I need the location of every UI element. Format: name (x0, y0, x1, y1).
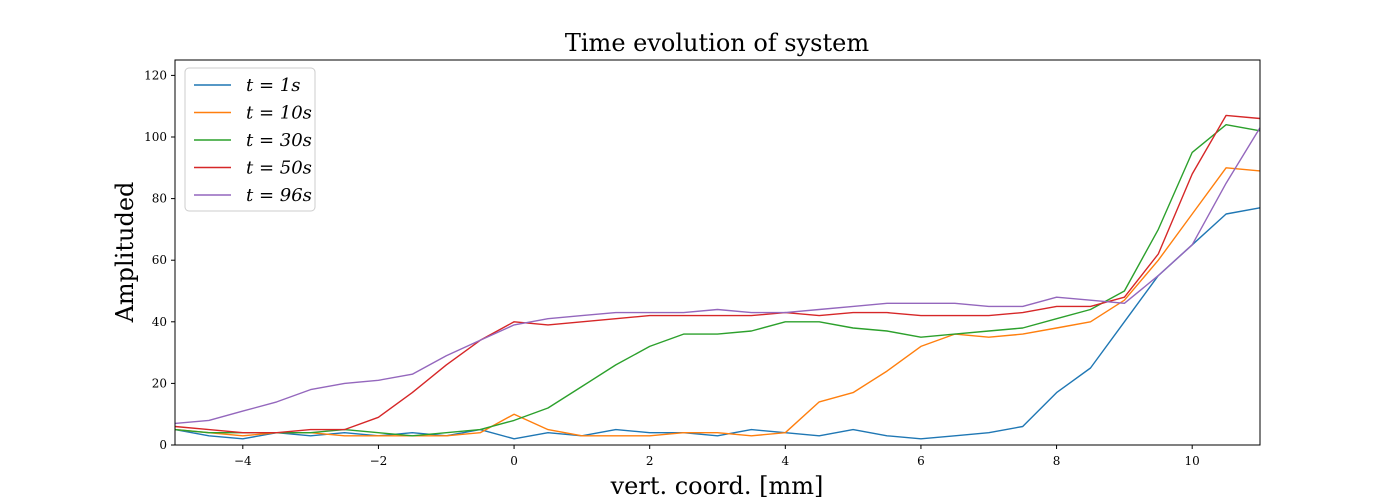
x-tick-label: 6 (917, 454, 925, 468)
legend-label-3: t = 30s (246, 130, 312, 151)
x-tick-label: −2 (370, 454, 388, 468)
y-tick-label: 120 (144, 68, 167, 82)
series-line-2 (174, 167, 1261, 437)
series-line-4 (174, 114, 1261, 434)
x-tick-label: 10 (1185, 454, 1200, 468)
series-line-3 (174, 123, 1261, 437)
legend-box (184, 67, 316, 212)
plot-area (174, 59, 1261, 446)
y-tick-label: 60 (152, 253, 167, 267)
y-tick-label: 100 (144, 130, 167, 144)
y-tick-label: 0 (159, 438, 167, 452)
legend-label-1: t = 1s (246, 75, 300, 96)
x-tick-label: 0 (510, 454, 518, 468)
y-axis-label: Amplituded (111, 182, 139, 324)
legend-label-2: t = 10s (246, 103, 312, 124)
x-tick-label: 2 (646, 454, 654, 468)
y-tick-label: 20 (152, 376, 167, 390)
axes-frame (174, 59, 1261, 446)
x-axis-label: vert. coord. [mm] (610, 472, 824, 500)
series-line-5 (174, 127, 1261, 425)
legend: t = 1s t = 10s t = 30s t = 50s t = 96s (184, 67, 316, 212)
legend-label-4: t = 50s (246, 158, 312, 179)
x-tick-label: 8 (1053, 454, 1061, 468)
y-tick-label: 40 (152, 315, 167, 329)
y-tick-label: 80 (152, 192, 167, 206)
legend-label-5: t = 96s (246, 185, 312, 206)
x-tick-label: −4 (234, 454, 252, 468)
chart-title: Time evolution of system (565, 29, 869, 57)
series-line-1 (174, 207, 1261, 440)
x-tick-label: 4 (781, 454, 789, 468)
